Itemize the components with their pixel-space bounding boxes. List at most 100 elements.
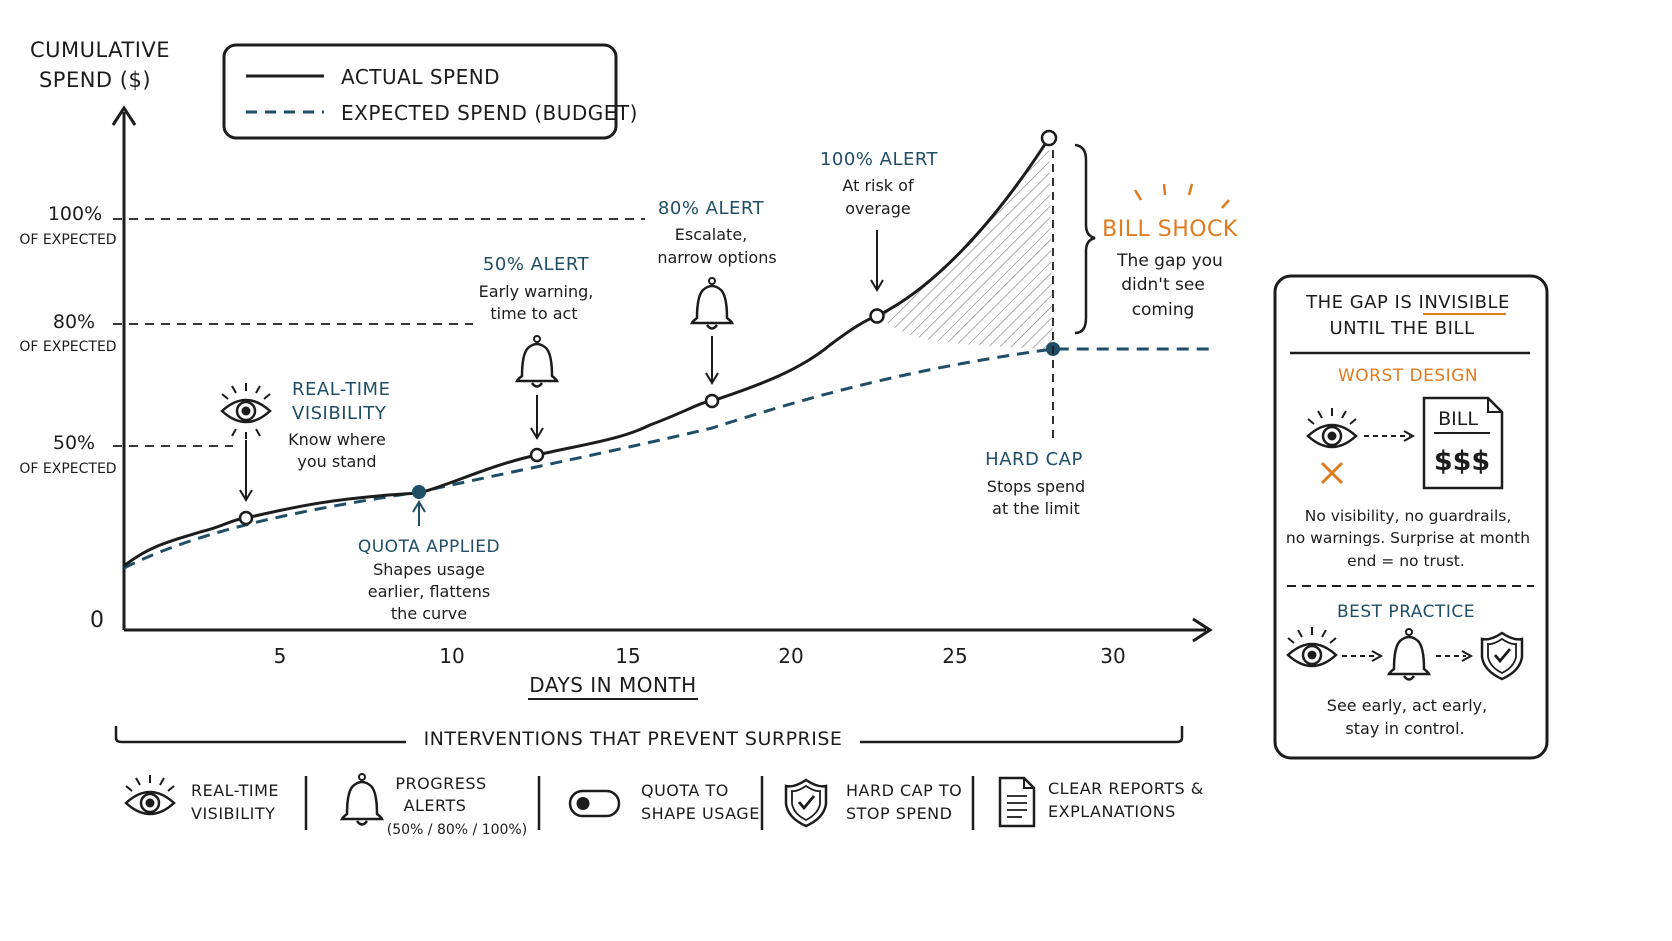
- x-axis-arrow: [1192, 617, 1213, 643]
- billshock-line-3: coming: [1132, 300, 1195, 320]
- intervention-hardcap: HARD CAP TO STOP SPEND: [784, 778, 962, 828]
- alert50-title: 50% ALERT: [483, 254, 590, 275]
- ref-80-sub: OF EXPECTED: [19, 339, 116, 355]
- intervention-3-line-2: SHAPE USAGE: [641, 804, 760, 823]
- ref-50-pct: 50%: [53, 432, 95, 454]
- x-tick-15: 15: [615, 644, 640, 668]
- hardcap-line-2: at the limit: [992, 499, 1080, 518]
- intervention-2-line-1: PROGRESS: [395, 774, 486, 793]
- report-document-icon: [998, 776, 1036, 828]
- y-axis-label-line1: CUMULATIVE: [30, 38, 170, 62]
- quota-line-2: earlier, flattens: [368, 582, 490, 601]
- eye-icon: [220, 382, 272, 439]
- alert80-line-2: narrow options: [657, 248, 776, 267]
- marker-quota: [412, 485, 426, 499]
- intervention-reports: CLEAR REPORTS & EXPLANATIONS: [998, 776, 1204, 828]
- quota-line-3: the curve: [391, 604, 467, 623]
- x-tick-25: 25: [942, 644, 967, 668]
- marker-visibility: [238, 510, 254, 526]
- ref-100-sub: OF EXPECTED: [19, 232, 116, 248]
- eye-icon: [124, 774, 176, 816]
- expected-spend-line: [123, 347, 1212, 570]
- eye-icon: [1286, 626, 1338, 668]
- worst-line-3: end = no trust.: [1347, 552, 1465, 570]
- eye-icon: [1306, 407, 1358, 449]
- x-tick-20: 20: [778, 644, 803, 668]
- worst-line-2: no warnings. Surprise at month: [1286, 529, 1530, 547]
- legend: ACTUAL SPEND EXPECTED SPEND (BUDGET): [222, 43, 638, 140]
- x-tick-5: 5: [274, 644, 287, 668]
- intervention-5-line-2: EXPLANATIONS: [1048, 802, 1176, 821]
- visibility-line-2: you stand: [297, 452, 376, 471]
- intervention-2-line-2: ALERTS: [404, 796, 467, 815]
- panel-title-1: THE GAP IS INVISIBLE: [1305, 292, 1510, 313]
- y-axis-arrow: [111, 105, 137, 126]
- bill-document-icon: BILL $$$: [1422, 396, 1504, 490]
- x-tick-30: 30: [1100, 644, 1125, 668]
- bell-icon: [515, 334, 559, 388]
- legend-expected-label: EXPECTED SPEND (BUDGET): [341, 101, 638, 125]
- bell-icon: [1387, 627, 1431, 681]
- y-axis-label-line2: SPEND ($): [39, 68, 151, 92]
- ref-100-pct: 100%: [48, 203, 102, 225]
- interventions-bracket-left: [114, 726, 406, 744]
- intervention-alerts: PROGRESS ALERTS (50% / 80% / 100%): [340, 772, 527, 838]
- visibility-line-1: Know where: [288, 430, 386, 449]
- intervention-5-line-1: CLEAR REPORTS &: [1048, 779, 1204, 798]
- hardcap-line-1: Stops spend: [987, 477, 1085, 496]
- cross-icon: [1320, 461, 1344, 485]
- intervention-4-line-2: STOP SPEND: [846, 804, 952, 823]
- hardcap-title: HARD CAP: [985, 449, 1083, 470]
- visibility-title-1: REAL-TIME: [292, 379, 390, 400]
- billshock-line-2: didn't see: [1121, 275, 1205, 295]
- alert50-line-1: Early warning,: [479, 282, 594, 301]
- intervention-visibility: REAL-TIME VISIBILITY: [124, 774, 279, 823]
- shield-check-icon: [784, 778, 828, 828]
- toggle-icon: [568, 789, 621, 818]
- alert100-title: 100% ALERT: [820, 149, 939, 170]
- intervention-1-line-1: REAL-TIME: [191, 781, 279, 800]
- panel-title-2: UNTIL THE BILL: [1329, 318, 1474, 339]
- x-tick-10: 10: [439, 644, 464, 668]
- bill-word: BILL: [1438, 408, 1478, 430]
- worst-title: WORST DESIGN: [1338, 366, 1478, 386]
- marker-50-alert: [529, 447, 545, 463]
- billshock-line-1: The gap you: [1116, 251, 1223, 271]
- visibility-title-2: VISIBILITY: [292, 403, 387, 424]
- x-axis-label: DAYS IN MONTH: [529, 673, 696, 697]
- interventions-bracket-right: [860, 726, 1184, 744]
- alert100-line-1: At risk of: [842, 176, 914, 195]
- marker-100-alert: [869, 308, 885, 324]
- alert50-line-2: time to act: [490, 304, 577, 323]
- best-line-2: stay in control.: [1345, 719, 1464, 738]
- quota-title: QUOTA APPLIED: [358, 537, 500, 557]
- intervention-1-line-2: VISIBILITY: [191, 804, 275, 823]
- ref-80-pct: 80%: [53, 311, 95, 333]
- side-panel: THE GAP IS INVISIBLE UNTIL THE BILL WORS…: [1273, 274, 1549, 760]
- best-title: BEST PRACTICE: [1337, 602, 1475, 622]
- alert80-line-1: Escalate,: [675, 225, 748, 244]
- alert80-title: 80% ALERT: [658, 198, 765, 219]
- bill-amount: $$$: [1434, 446, 1490, 477]
- billshock-title: BILL SHOCK: [1102, 217, 1238, 242]
- bell-icon: [340, 772, 384, 826]
- shock-rays-icon: [1133, 183, 1230, 209]
- intervention-2-line-3: (50% / 80% / 100%): [387, 822, 527, 838]
- interventions-heading: INTERVENTIONS THAT PREVENT SURPRISE: [424, 728, 843, 750]
- intervention-quota: QUOTA TO SHAPE USAGE: [568, 781, 760, 823]
- quota-line-1: Shapes usage: [373, 560, 485, 579]
- bell-icon: [690, 276, 734, 330]
- ref-50-sub: OF EXPECTED: [19, 461, 116, 477]
- marker-month-end: [1040, 129, 1058, 147]
- gap-hatch-area: [877, 138, 1053, 349]
- alert100-line-2: overage: [845, 199, 910, 218]
- legend-actual-label: ACTUAL SPEND: [341, 65, 500, 89]
- intervention-4-line-1: HARD CAP TO: [846, 781, 962, 800]
- marker-80-alert: [704, 393, 720, 409]
- best-line-1: See early, act early,: [1327, 696, 1487, 715]
- y-axis-zero: 0: [90, 608, 104, 633]
- shield-check-icon: [1480, 631, 1524, 681]
- bill-shock-brace: [1074, 143, 1096, 335]
- worst-line-1: No visibility, no guardrails,: [1305, 507, 1512, 525]
